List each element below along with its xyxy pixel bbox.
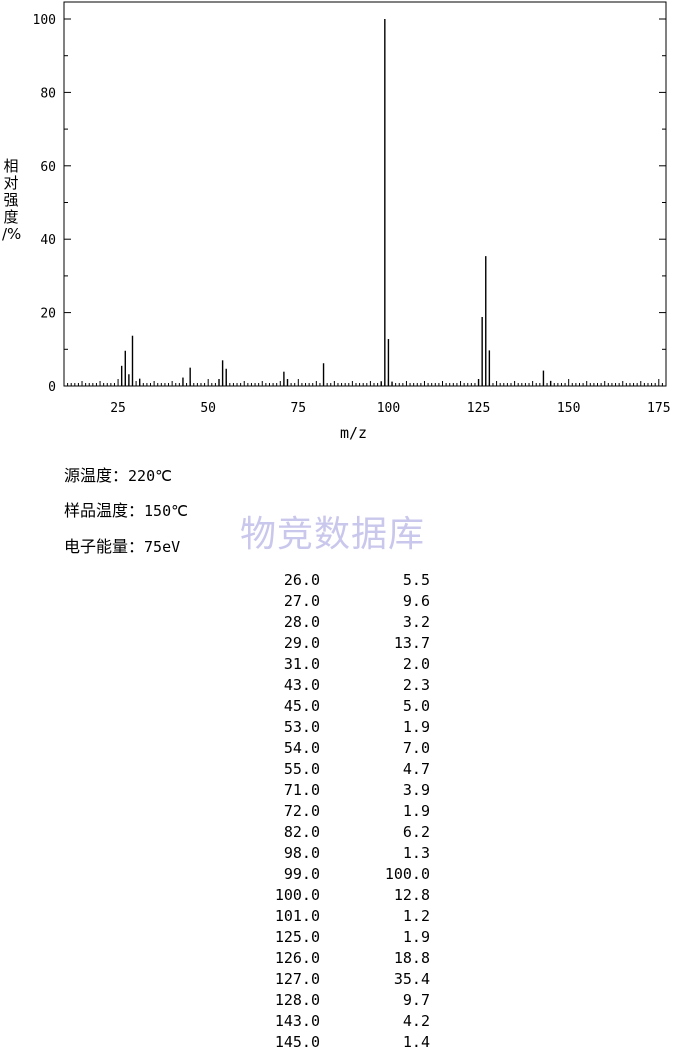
peak-intensity: 9.7	[402, 991, 430, 1009]
peak-mz: 126.0	[274, 949, 320, 967]
table-row: 98.0 1.3	[258, 843, 430, 864]
table-row: 99.0 100.0	[258, 864, 430, 885]
y-tick-label: 100	[33, 13, 56, 28]
peak-mz: 99.0	[283, 865, 320, 883]
peak-intensity: 3.9	[402, 781, 430, 799]
peak-mz: 53.0	[283, 718, 320, 736]
peak-mz: 55.0	[283, 760, 320, 778]
peak-mz: 98.0	[283, 844, 320, 862]
peak-intensity: 4.7	[402, 760, 430, 778]
peak-intensity: 1.2	[402, 907, 430, 925]
peak-mz: 82.0	[283, 823, 320, 841]
x-tick-label: 125	[467, 401, 490, 416]
x-tick-label: 75	[290, 401, 306, 416]
x-tick-label: 100	[377, 401, 400, 416]
sample-temperature-label: 样品温度：	[64, 501, 145, 520]
y-tick-label: 80	[40, 86, 56, 101]
x-tick-label: 150	[557, 401, 580, 416]
electron-energy-label: 电子能量：	[64, 537, 145, 556]
peak-mz: 29.0	[283, 634, 320, 652]
peak-intensity: 7.0	[402, 739, 430, 757]
peak-intensity: 100.0	[384, 865, 430, 883]
sample-temperature-value: 150℃	[144, 502, 188, 520]
table-row: 82.0 6.2	[258, 822, 430, 843]
table-row: 27.0 9.6	[258, 591, 430, 612]
table-row: 53.0 1.9	[258, 717, 430, 738]
table-row: 126.0 18.8	[258, 948, 430, 969]
table-row: 72.0 1.9	[258, 801, 430, 822]
table-row: 145.0 1.4	[258, 1032, 430, 1053]
x-axis-label: m/z	[340, 424, 368, 442]
peak-mz: 128.0	[274, 991, 320, 1009]
y-tick-label: 20	[40, 307, 56, 322]
peak-intensity: 35.4	[393, 970, 430, 988]
table-row: 128.0 9.7	[258, 990, 430, 1011]
peak-intensity: 1.9	[402, 928, 430, 946]
electron-energy-value: 75eV	[144, 538, 181, 556]
x-tick-label: 50	[200, 401, 216, 416]
peak-mz: 100.0	[274, 886, 320, 904]
peak-mz: 143.0	[274, 1012, 320, 1030]
y-axis-label: 相 对 强 度 /%	[2, 157, 22, 243]
mass-spectrum-chart: 25 50 75 100 125 150 175 0 20 40 60 80 100	[33, 1, 671, 416]
table-row: 31.0 2.0	[258, 654, 430, 675]
table-row: 55.0 4.7	[258, 759, 430, 780]
peak-intensity: 1.4	[402, 1033, 430, 1051]
electron-energy: 电子能量：75eV	[64, 533, 180, 557]
peak-intensity: 6.2	[402, 823, 430, 841]
peak-mz: 31.0	[283, 655, 320, 673]
peak-intensity: 3.2	[402, 613, 430, 631]
peak-mz: 27.0	[283, 592, 320, 610]
table-row: 143.0 4.2	[258, 1011, 430, 1032]
peak-table: 26.0 5.5 27.0 9.6 28.0 3.2 29.0 13.7 31.0 2.0 43.0…	[258, 570, 430, 1053]
peak-intensity: 5.5	[402, 571, 430, 589]
table-row: 28.0 3.2	[258, 612, 430, 633]
table-row: 127.0 35.4	[258, 969, 430, 990]
table-row: 29.0 13.7	[258, 633, 430, 654]
peak-intensity: 9.6	[402, 592, 430, 610]
plot-frame	[63, 1, 667, 387]
peak-intensity: 12.8	[393, 886, 430, 904]
table-row: 45.0 5.0	[258, 696, 430, 717]
x-tick-label: 25	[110, 401, 126, 416]
peak-mz: 72.0	[283, 802, 320, 820]
sample-temperature: 样品温度：150℃	[64, 497, 188, 521]
x-tick-label: 175	[647, 401, 670, 416]
peak-mz: 125.0	[274, 928, 320, 946]
peak-intensity: 2.0	[402, 655, 430, 673]
y-tick-label: 0	[48, 380, 56, 395]
peak-intensity: 18.8	[393, 949, 430, 967]
peak-mz: 26.0	[283, 571, 320, 589]
peak-intensity: 5.0	[402, 697, 430, 715]
peak-mz: 101.0	[274, 907, 320, 925]
peak-intensity: 1.9	[402, 802, 430, 820]
y-tick-label: 40	[40, 233, 56, 248]
peak-mz: 45.0	[283, 697, 320, 715]
table-row: 26.0 5.5	[258, 570, 430, 591]
peak-mz: 43.0	[283, 676, 320, 694]
source-temperature-value: 220℃	[128, 467, 172, 485]
peak-mz: 28.0	[283, 613, 320, 631]
table-row: 125.0 1.9	[258, 927, 430, 948]
peak-mz: 71.0	[283, 781, 320, 799]
table-row: 54.0 7.0	[258, 738, 430, 759]
table-row: 71.0 3.9	[258, 780, 430, 801]
peak-intensity: 13.7	[393, 634, 430, 652]
peak-mz: 127.0	[274, 970, 320, 988]
peak-intensity: 2.3	[402, 676, 430, 694]
peak-intensity: 1.3	[402, 844, 430, 862]
watermark: 物竞数据库	[240, 514, 426, 555]
peak-intensity: 4.2	[402, 1012, 430, 1030]
table-row: 101.0 1.2	[258, 906, 430, 927]
table-row: 43.0 2.3	[258, 675, 430, 696]
source-temperature: 源温度：220℃	[64, 462, 172, 486]
peak-intensity: 1.9	[402, 718, 430, 736]
peak-mz: 54.0	[283, 739, 320, 757]
table-row: 100.0 12.8	[258, 885, 430, 906]
y-tick-label: 60	[40, 160, 56, 175]
source-temperature-label: 源温度：	[64, 466, 129, 485]
peak-mz: 145.0	[274, 1033, 320, 1051]
